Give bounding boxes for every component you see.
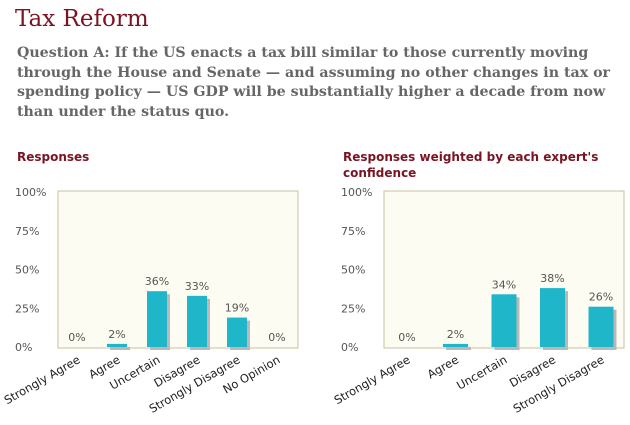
data-label: 33% <box>185 280 209 293</box>
bar-uncertain <box>147 291 167 347</box>
y-tick-label: 25% <box>341 302 365 315</box>
responses-chart: 0%25%50%75%100%0%Strongly Agree2%Agree36… <box>2 186 299 416</box>
data-label: 38% <box>540 272 564 285</box>
bar-agree <box>443 343 468 347</box>
data-label: 2% <box>108 328 125 341</box>
data-label: 26% <box>589 291 613 304</box>
y-tick-label: 100% <box>15 186 46 199</box>
x-tick-label: Strongly Agree <box>332 352 413 407</box>
y-tick-label: 75% <box>341 225 365 238</box>
x-tick-label: Agree <box>425 352 461 381</box>
y-tick-label: 0% <box>341 341 358 354</box>
bar-agree <box>107 343 127 347</box>
y-tick-label: 0% <box>15 341 32 354</box>
bar-strongly-disagree <box>588 306 614 347</box>
bar-disagree <box>187 295 207 347</box>
bar-strongly-disagree <box>227 317 247 347</box>
data-label: 0% <box>68 331 85 344</box>
bar-disagree <box>540 288 565 347</box>
data-label: 34% <box>492 278 516 291</box>
bar-uncertain <box>491 294 517 347</box>
y-tick-label: 50% <box>341 264 365 277</box>
y-tick-label: 75% <box>15 225 39 238</box>
bar-shadow <box>110 346 130 350</box>
data-label: 0% <box>398 331 415 344</box>
plot-area <box>57 190 299 349</box>
chart-title-weighted-responses: Responses weighted by each expert's conf… <box>343 150 599 180</box>
weighted-responses-chart: 0%25%50%75%100%0%Strongly Agree2%Agree34… <box>332 186 625 416</box>
question-text: Question A: If the US enacts a tax bill … <box>17 45 611 120</box>
chart-title-responses: Responses <box>17 150 90 164</box>
y-tick-label: 100% <box>341 186 372 199</box>
bar-shadow <box>446 346 471 350</box>
x-tick-label: Strongly Agree <box>2 352 83 407</box>
page-title: Tax Reform <box>15 6 149 32</box>
x-tick-label: Uncertain <box>454 352 509 392</box>
y-tick-label: 25% <box>15 302 39 315</box>
x-tick-label: Strongly Disagree <box>511 352 607 415</box>
data-label: 36% <box>145 275 169 288</box>
data-label: 0% <box>268 331 285 344</box>
data-label: 2% <box>447 328 464 341</box>
y-tick-label: 50% <box>15 264 39 277</box>
data-label: 19% <box>225 302 249 315</box>
